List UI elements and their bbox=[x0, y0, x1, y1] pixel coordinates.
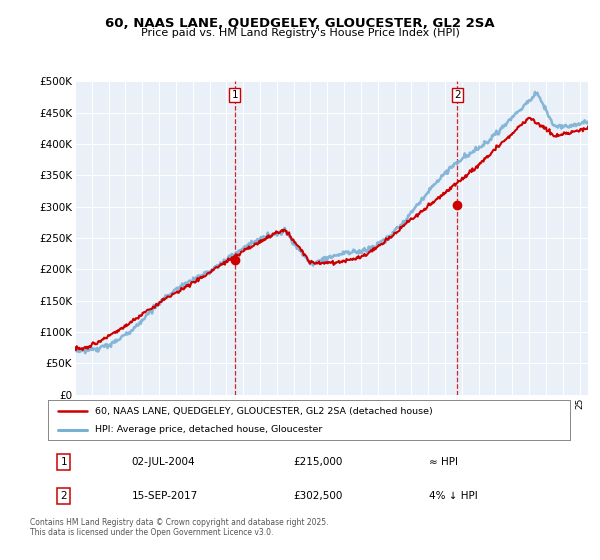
Text: 1: 1 bbox=[232, 90, 238, 100]
Text: 15-SEP-2017: 15-SEP-2017 bbox=[131, 491, 198, 501]
Text: ≈ HPI: ≈ HPI bbox=[429, 457, 458, 467]
Text: £302,500: £302,500 bbox=[293, 491, 343, 501]
Text: 60, NAAS LANE, QUEDGELEY, GLOUCESTER, GL2 2SA: 60, NAAS LANE, QUEDGELEY, GLOUCESTER, GL… bbox=[105, 17, 495, 30]
Text: 2: 2 bbox=[61, 491, 67, 501]
Text: 60, NAAS LANE, QUEDGELEY, GLOUCESTER, GL2 2SA (detached house): 60, NAAS LANE, QUEDGELEY, GLOUCESTER, GL… bbox=[95, 407, 433, 416]
Text: 2: 2 bbox=[454, 90, 460, 100]
Text: 4% ↓ HPI: 4% ↓ HPI bbox=[429, 491, 478, 501]
Text: Contains HM Land Registry data © Crown copyright and database right 2025.
This d: Contains HM Land Registry data © Crown c… bbox=[30, 518, 329, 538]
Text: HPI: Average price, detached house, Gloucester: HPI: Average price, detached house, Glou… bbox=[95, 425, 322, 435]
Text: 1: 1 bbox=[61, 457, 67, 467]
Text: £215,000: £215,000 bbox=[293, 457, 343, 467]
Text: 02-JUL-2004: 02-JUL-2004 bbox=[131, 457, 195, 467]
Text: Price paid vs. HM Land Registry's House Price Index (HPI): Price paid vs. HM Land Registry's House … bbox=[140, 28, 460, 38]
